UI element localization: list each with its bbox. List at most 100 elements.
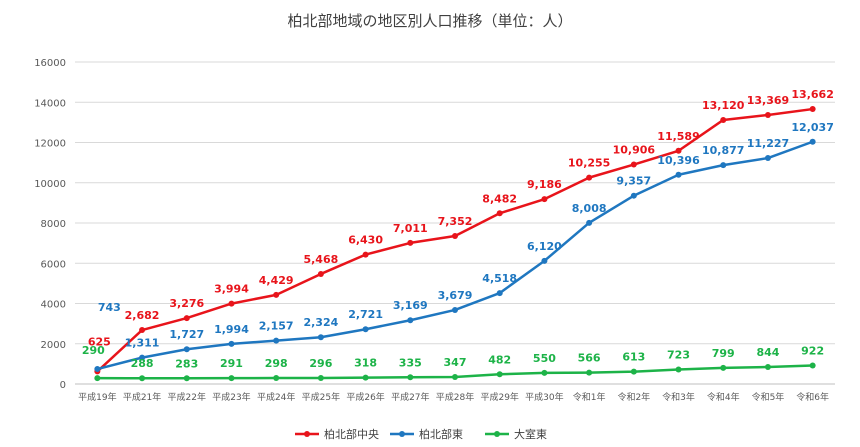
data-point <box>630 192 637 199</box>
x-tick-label: 平成27年 <box>391 391 429 403</box>
data-point <box>675 171 682 178</box>
data-label: 10,906 <box>613 144 656 157</box>
data-label: 566 <box>578 352 601 365</box>
series-line-2 <box>97 140 814 371</box>
data-label: 844 <box>756 346 779 359</box>
data-label: 3,276 <box>169 297 204 310</box>
data-point <box>496 210 503 217</box>
x-tick-label: 令和6年 <box>796 391 829 403</box>
chart-title: 柏北部地域の地区別人口推移（単位：人） <box>287 12 572 30</box>
data-point <box>139 375 146 382</box>
data-label: 3,679 <box>438 289 473 302</box>
legend-label: 柏北部東 <box>419 427 463 441</box>
x-tick-label: 令和1年 <box>573 391 606 403</box>
x-tick-label: 平成30年 <box>525 391 563 403</box>
x-tick-label: 平成28年 <box>436 391 474 403</box>
series-layer <box>94 106 816 382</box>
x-tick-label: 平成24年 <box>257 391 295 403</box>
data-label: 10,396 <box>657 154 700 167</box>
data-point <box>183 346 190 353</box>
data-point <box>407 239 414 246</box>
data-label: 3,169 <box>393 299 428 312</box>
data-point <box>452 374 458 381</box>
data-label: 1,727 <box>169 328 204 341</box>
data-point <box>94 375 101 382</box>
data-label: 9,357 <box>616 175 651 188</box>
x-tick-label: 平成19年 <box>78 391 116 403</box>
y-tick-label: 4000 <box>41 300 66 311</box>
data-point <box>228 340 235 347</box>
data-point <box>317 375 324 382</box>
data-label: 13,369 <box>747 94 789 107</box>
data-point <box>228 375 235 382</box>
data-label: 11,227 <box>747 137 789 150</box>
data-point <box>273 337 280 344</box>
data-label: 625 <box>88 335 111 348</box>
data-label: 8,482 <box>482 192 517 205</box>
x-tick-label: 平成21年 <box>123 391 161 403</box>
data-point <box>675 147 682 154</box>
data-point <box>630 368 637 375</box>
grid-layer <box>75 61 835 385</box>
data-label-layer: 625 2,682 3,276 3,994 4,429 5,468 6,430 7,011 7,… <box>82 88 834 370</box>
data-point <box>452 306 458 313</box>
data-label: 13,120 <box>702 99 745 112</box>
x-axis: 平成19年 平成21年 平成22年 平成23年 平成24年 平成25年 平成26年 平成27年… <box>78 391 829 403</box>
data-point <box>720 116 727 123</box>
data-point <box>94 366 101 373</box>
data-label: 4,518 <box>482 272 517 285</box>
data-point <box>362 251 369 258</box>
data-point <box>317 270 324 277</box>
data-point <box>139 354 146 361</box>
data-point <box>720 364 727 371</box>
data-point <box>273 291 280 298</box>
legend-marker <box>399 431 405 437</box>
data-point <box>764 155 771 162</box>
data-label: 3,994 <box>214 283 249 296</box>
data-label: 743 <box>98 301 121 314</box>
data-point <box>183 375 190 382</box>
data-point <box>720 162 727 169</box>
data-label: 298 <box>265 357 288 370</box>
data-label: 10,877 <box>702 144 744 157</box>
legend-label: 大室東 <box>514 427 547 441</box>
data-point <box>317 334 324 341</box>
data-label: 10,255 <box>568 157 610 170</box>
data-point <box>496 371 503 378</box>
y-tick-label: 14000 <box>34 98 66 109</box>
data-label: 2,721 <box>348 308 383 321</box>
data-point <box>764 111 771 118</box>
data-point <box>541 369 548 376</box>
data-label: 283 <box>175 357 198 370</box>
data-point <box>586 219 593 226</box>
x-tick-label: 平成23年 <box>212 391 250 403</box>
data-point <box>541 196 548 203</box>
y-tick-label: 10000 <box>34 179 66 190</box>
x-tick-label: 令和2年 <box>617 391 650 403</box>
y-tick-label: 8000 <box>41 219 66 230</box>
y-tick-label: 6000 <box>41 259 66 270</box>
data-label: 11,589 <box>657 130 699 143</box>
data-label: 7,011 <box>393 222 428 235</box>
data-label: 291 <box>220 357 243 370</box>
data-label: 7,352 <box>438 215 473 228</box>
data-label: 723 <box>667 348 690 361</box>
data-point <box>407 317 414 324</box>
data-point <box>630 161 637 168</box>
data-point <box>586 369 593 376</box>
x-tick-label: 平成29年 <box>480 391 518 403</box>
y-tick-label: 16000 <box>34 58 66 69</box>
x-tick-label: 平成22年 <box>168 391 206 403</box>
x-tick-label: 令和4年 <box>707 391 740 403</box>
data-label: 12,037 <box>791 121 833 134</box>
data-label: 347 <box>444 356 467 369</box>
data-label: 4,429 <box>259 274 294 287</box>
data-label: 922 <box>801 344 824 357</box>
data-label: 290 <box>82 344 105 357</box>
data-label: 6,430 <box>348 234 383 247</box>
y-tick-label: 12000 <box>34 139 66 150</box>
data-label: 2,324 <box>303 316 338 329</box>
data-label: 13,662 <box>791 88 833 101</box>
